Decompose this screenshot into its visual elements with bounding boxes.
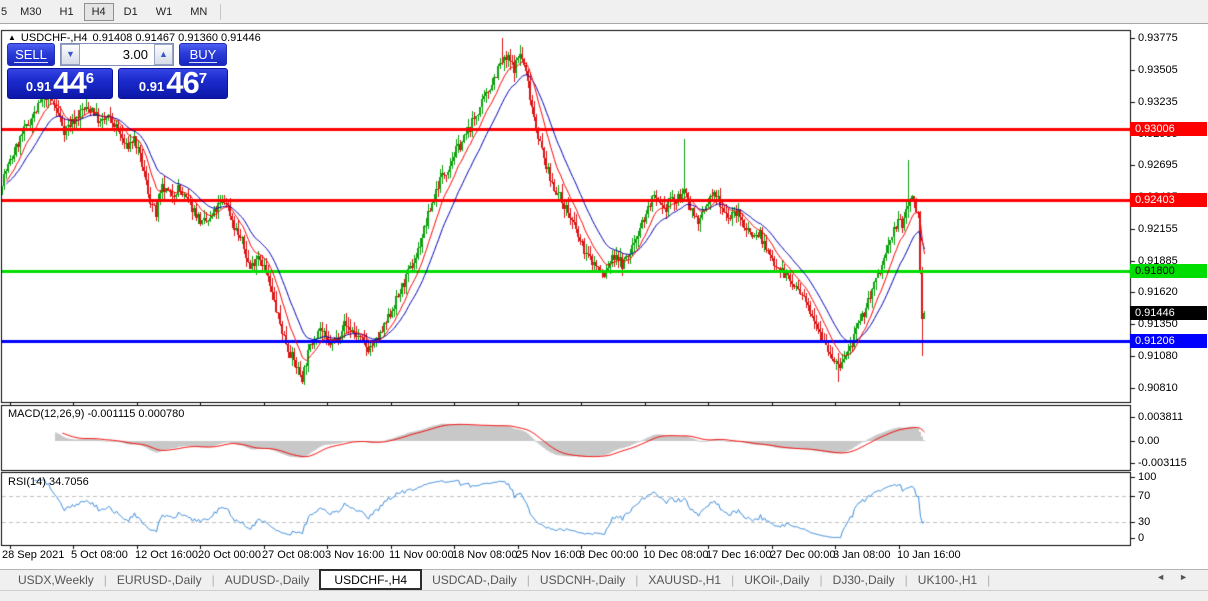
time-axis-label: 5 Oct 08:00 (71, 549, 128, 561)
tab-usdcnhdaily[interactable]: USDCNH-,Daily (539, 573, 626, 587)
chart-ohlc-header: ▲ USDCHF-,H4 0.91408 0.91467 0.91360 0.9… (8, 32, 261, 44)
rsi-axis-tick: 30 (1138, 516, 1151, 528)
tab-usdxweekly[interactable]: USDX,Weekly (18, 573, 94, 587)
price-axis-tick: 0.92155 (1138, 223, 1178, 236)
one-click-trading-panel: SELL ▼ ▲ BUY 0.91 44 6 0.91 46 7 (7, 43, 228, 99)
chart-ohlc-values: 0.91408 0.91467 0.91360 0.91446 (92, 32, 261, 44)
buy-button[interactable]: BUY (179, 43, 227, 66)
time-axis-label: 10 Dec 08:00 (643, 549, 709, 561)
tab-separator: | (211, 573, 215, 587)
tab-separator: | (103, 573, 107, 587)
tab-separator: | (904, 573, 908, 587)
tab-separator: | (819, 573, 823, 587)
buy-price-pip: 7 (198, 70, 208, 87)
price-axis-tick: 0.93235 (1138, 95, 1178, 108)
time-axis-label: 11 Nov 00:00 (389, 549, 454, 561)
rsi-axis-tick: 70 (1138, 490, 1151, 502)
time-axis-label: 18 Nov 08:00 (452, 549, 518, 561)
chart-title: USDCHF-,H4 (20, 32, 88, 44)
sell-price-box[interactable]: 0.91 44 6 (7, 65, 113, 100)
volume-decrease-button[interactable]: ▼ (61, 44, 80, 65)
buy-price-box[interactable]: 0.91 46 7 (118, 65, 228, 100)
status-bar (0, 590, 1208, 601)
sell-price-prefix: 0.91 (25, 79, 52, 94)
macd-axis-tick: -0.003115 (1138, 457, 1187, 469)
price-axis-tick: 0.90810 (1138, 381, 1178, 394)
volume-increase-button[interactable]: ▲ (154, 44, 173, 65)
tab-scroll-arrows[interactable]: ◄► (1156, 572, 1202, 582)
sell-price-pip: 6 (85, 70, 95, 87)
sell-price-main: 44 (53, 65, 86, 100)
buy-price-main: 46 (166, 65, 199, 100)
price-axis-tick: 0.93775 (1138, 32, 1178, 44)
volume-stepper: ▼ ▲ (60, 43, 174, 66)
time-axis-label: 3 Dec 00:00 (579, 549, 639, 561)
rsi-indicator-label: RSI(14) 34.7056 (8, 476, 89, 488)
price-axis-tick: 0.91350 (1138, 318, 1178, 331)
tab-audusddaily[interactable]: AUDUSD-,Daily (224, 573, 310, 587)
current-price-badge: 0.91446 (1130, 305, 1207, 320)
tab-separator: | (731, 573, 735, 587)
tab-eurusddaily[interactable]: EURUSD-,Daily (116, 573, 202, 587)
buy-price-prefix: 0.91 (138, 79, 165, 94)
tab-separator: | (987, 573, 991, 587)
time-axis-label: 3 Jan 08:00 (833, 549, 891, 561)
sell-button-label: SELL (14, 47, 48, 63)
price-axis-tick: 0.91080 (1138, 350, 1178, 363)
tab-uk100h1[interactable]: UK100-,H1 (917, 573, 978, 587)
tab-ukoildaily[interactable]: UKOil-,Daily (744, 573, 810, 587)
collapse-panel-icon[interactable]: ▲ (8, 33, 16, 42)
tab-usdcaddaily[interactable]: USDCAD-,Daily (432, 573, 517, 587)
time-axis-label: 17 Dec 16:00 (706, 549, 772, 561)
chart-tab-bar: USDX,Weekly | EURUSD-,Daily | AUDUSD-,Daily U… (0, 569, 1208, 590)
price-axis-tick: 0.93505 (1138, 63, 1178, 76)
hline-price-badge: 0.91800 (1130, 264, 1207, 279)
tab-xauusdh1[interactable]: XAUUSD-,H1 (648, 573, 722, 587)
time-axis-label: 10 Jan 16:00 (897, 549, 961, 561)
tab-usdchfh4[interactable]: USDCHF-,H4 (319, 569, 423, 590)
hline-price-badge: 0.92403 (1130, 192, 1207, 207)
time-axis-label: 25 Nov 16:00 (516, 549, 582, 561)
hline-price-badge: 0.93006 (1130, 121, 1207, 136)
tab-dj30daily[interactable]: DJ30-,Daily (832, 573, 895, 587)
volume-input[interactable] (80, 44, 154, 65)
sell-button[interactable]: SELL (7, 43, 55, 66)
time-axis-label: 28 Sep 2021 (2, 549, 65, 561)
rsi-axis-tick: 100 (1138, 471, 1157, 483)
price-axis-tick: 0.92695 (1138, 159, 1178, 172)
macd-indicator-label: MACD(12,26,9) -0.001115 0.000780 (8, 408, 185, 420)
macd-axis-tick: 0.00 (1138, 435, 1160, 447)
time-axis-label: 27 Oct 08:00 (262, 549, 325, 561)
hline-price-badge: 0.91206 (1130, 334, 1207, 349)
time-axis-label: 27 Dec 00:00 (770, 549, 836, 561)
tab-separator: | (635, 573, 639, 587)
tab-separator: | (526, 573, 530, 587)
time-axis-label: 12 Oct 16:00 (135, 549, 198, 561)
rsi-axis-tick: 0 (1138, 532, 1145, 544)
price-axis-tick: 0.91620 (1138, 286, 1178, 299)
time-axis-label: 3 Nov 16:00 (325, 549, 385, 561)
macd-axis-tick: 0.003811 (1138, 411, 1184, 423)
price-axis-tick: 0.91885 (1138, 255, 1178, 268)
buy-button-label: BUY (188, 47, 218, 63)
time-axis-label: 20 Oct 00:00 (198, 549, 261, 561)
